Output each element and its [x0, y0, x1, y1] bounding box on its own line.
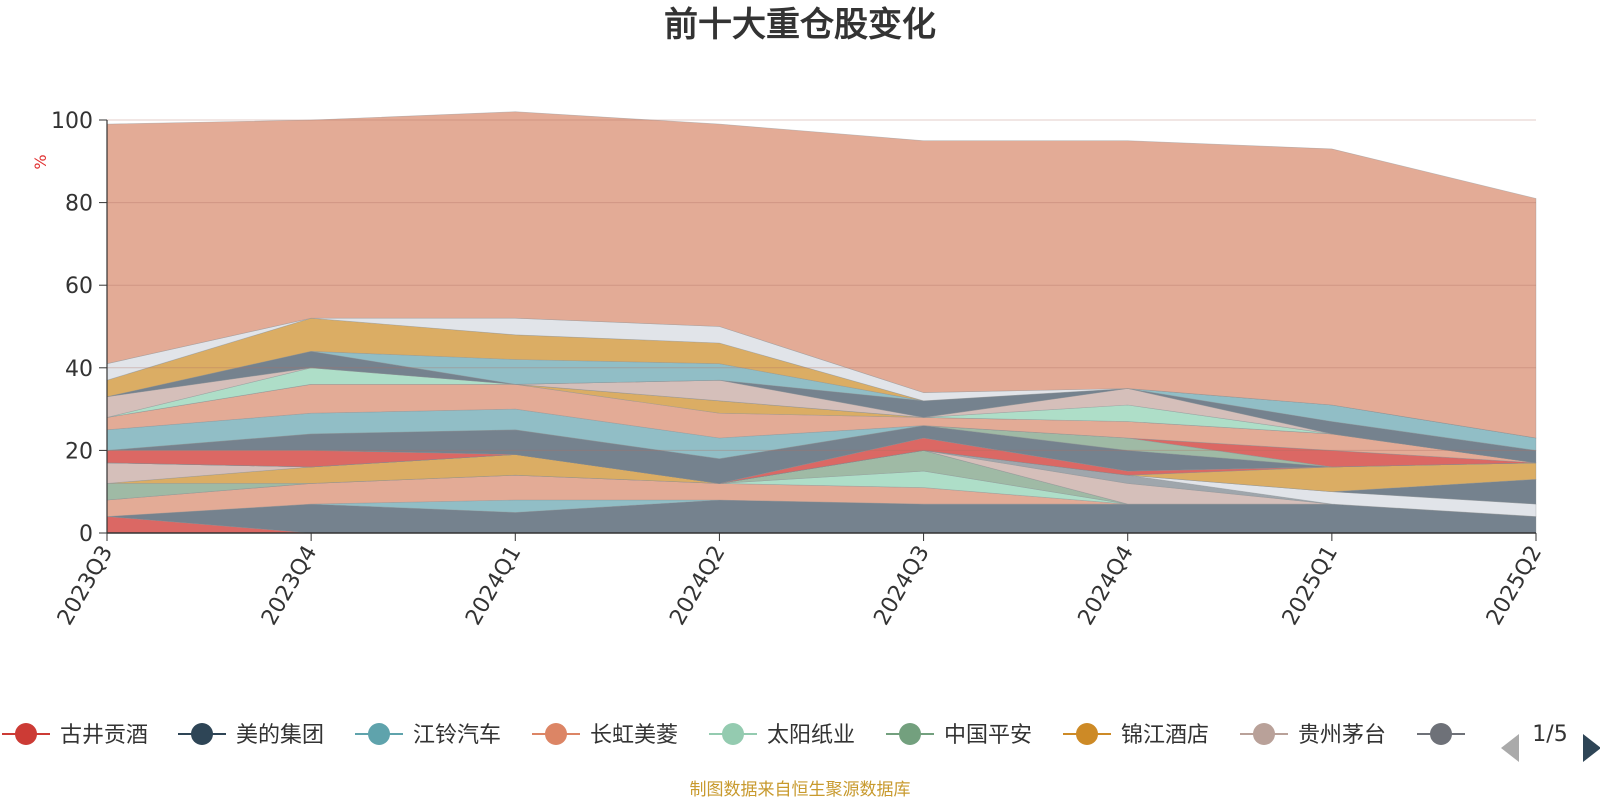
legend-marker: [368, 723, 390, 745]
y-tick-label: 0: [79, 522, 93, 547]
area-series-2: [106, 499, 1537, 534]
legend-label: 美的集团: [236, 723, 324, 748]
legend-marker: [722, 723, 744, 745]
legend-label: 江铃汽车: [413, 723, 501, 748]
legend-item[interactable]: 贵州茅台: [1240, 723, 1386, 748]
x-tick-label: 2025Q1: [1278, 542, 1343, 630]
y-unit-label: %: [31, 154, 50, 169]
data-source-note: 制图数据来自恒生聚源数据库: [690, 780, 911, 800]
area-series-29: [106, 111, 1537, 439]
triangle-left-icon[interactable]: [1501, 734, 1519, 762]
legend-label: 三: [1475, 723, 1497, 748]
x-tick-label: 2024Q4: [1074, 542, 1139, 630]
x-tick-label: 2024Q1: [461, 542, 526, 630]
grid-lines: [107, 119, 1536, 451]
legend-marker: [899, 723, 921, 745]
triangle-right-icon[interactable]: [1583, 734, 1600, 762]
y-tick-label: 20: [65, 439, 93, 464]
legend-label: 中国平安: [944, 723, 1032, 748]
y-tick-label: 60: [65, 274, 93, 299]
y-tick-label: 40: [65, 357, 93, 382]
legend-item[interactable]: 三: [1417, 723, 1497, 748]
x-tick-label: 2024Q2: [665, 542, 730, 630]
legend-marker: [545, 723, 567, 745]
area-series-layer: [106, 111, 1537, 534]
legend-item[interactable]: 长虹美菱: [532, 723, 678, 748]
x-tick-label: 2023Q3: [53, 542, 118, 630]
legend-marker: [1253, 723, 1275, 745]
legend-pager: 1/5: [1501, 722, 1600, 762]
legend-item[interactable]: 太阳纸业: [709, 723, 855, 748]
legend-item[interactable]: 古井贡酒: [2, 723, 148, 748]
legend-label: 锦江酒店: [1121, 723, 1209, 748]
chart-title: 前十大重仓股变化: [664, 5, 936, 45]
legend-item[interactable]: 中国平安: [886, 723, 1032, 748]
legend-label: 太阳纸业: [767, 723, 855, 748]
legend-label: 古井贡酒: [60, 723, 148, 748]
legend-marker: [1430, 723, 1452, 745]
x-tick-label: 2025Q2: [1482, 542, 1547, 630]
legend-marker: [1076, 723, 1098, 745]
legend: 古井贡酒 美的集团 江铃汽车 长虹美菱 太阳纸业 中国平安 锦江酒店 贵州茅台 三: [2, 723, 1497, 748]
legend-item[interactable]: 美的集团: [178, 723, 324, 748]
legend-page-indicator: 1/5: [1532, 722, 1567, 747]
legend-label: 长虹美菱: [590, 723, 678, 748]
legend-marker: [15, 723, 37, 745]
y-tick-label: 100: [51, 109, 93, 134]
x-tick-label: 2023Q4: [257, 542, 322, 630]
legend-label: 贵州茅台: [1298, 723, 1386, 748]
legend-marker: [191, 723, 213, 745]
x-tick-label: 2024Q3: [869, 542, 934, 630]
y-tick-label: 80: [65, 192, 93, 217]
legend-item[interactable]: 锦江酒店: [1063, 723, 1209, 748]
legend-item[interactable]: 江铃汽车: [355, 723, 501, 748]
